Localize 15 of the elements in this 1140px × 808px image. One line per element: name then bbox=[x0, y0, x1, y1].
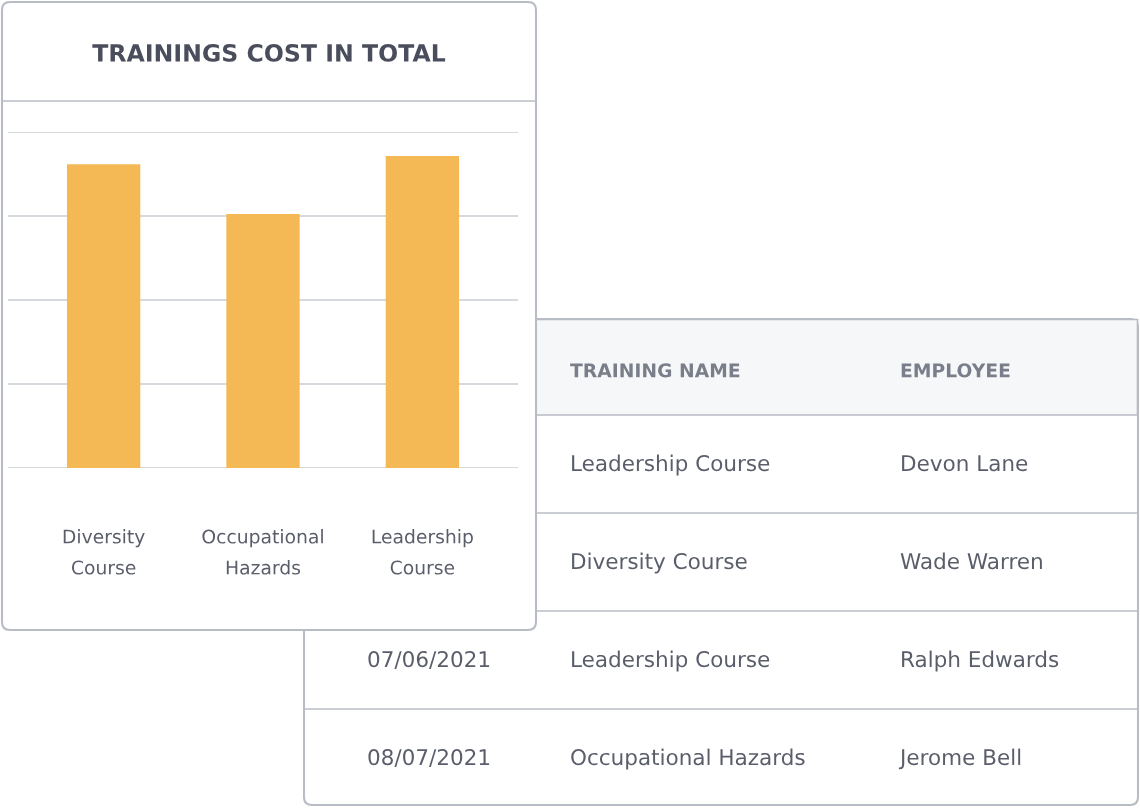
text: 08/07/2021 bbox=[368, 748, 490, 767]
text: Ralph Edwards bbox=[902, 650, 1059, 672]
text: Jerome Bell bbox=[898, 748, 1021, 770]
x-tick-label: Diversity Course bbox=[63, 529, 145, 575]
text: Leadership Course bbox=[572, 454, 770, 476]
category-label: EMPLOYEE bbox=[901, 363, 1010, 378]
text: Devon Lane bbox=[902, 455, 1028, 472]
x-tick-label: Occupational Hazards bbox=[202, 529, 323, 575]
text: Occupational Hazards bbox=[571, 748, 805, 770]
text: 07/06/2021 bbox=[368, 650, 490, 669]
text: Wade Warren bbox=[900, 552, 1042, 570]
category-label: TRAINING NAME bbox=[570, 363, 740, 378]
chart-title: TRAININGS COST IN TOTAL bbox=[92, 43, 446, 62]
x-tick-label: Leadership Course bbox=[372, 529, 473, 575]
text: Leadership Course bbox=[572, 650, 770, 672]
